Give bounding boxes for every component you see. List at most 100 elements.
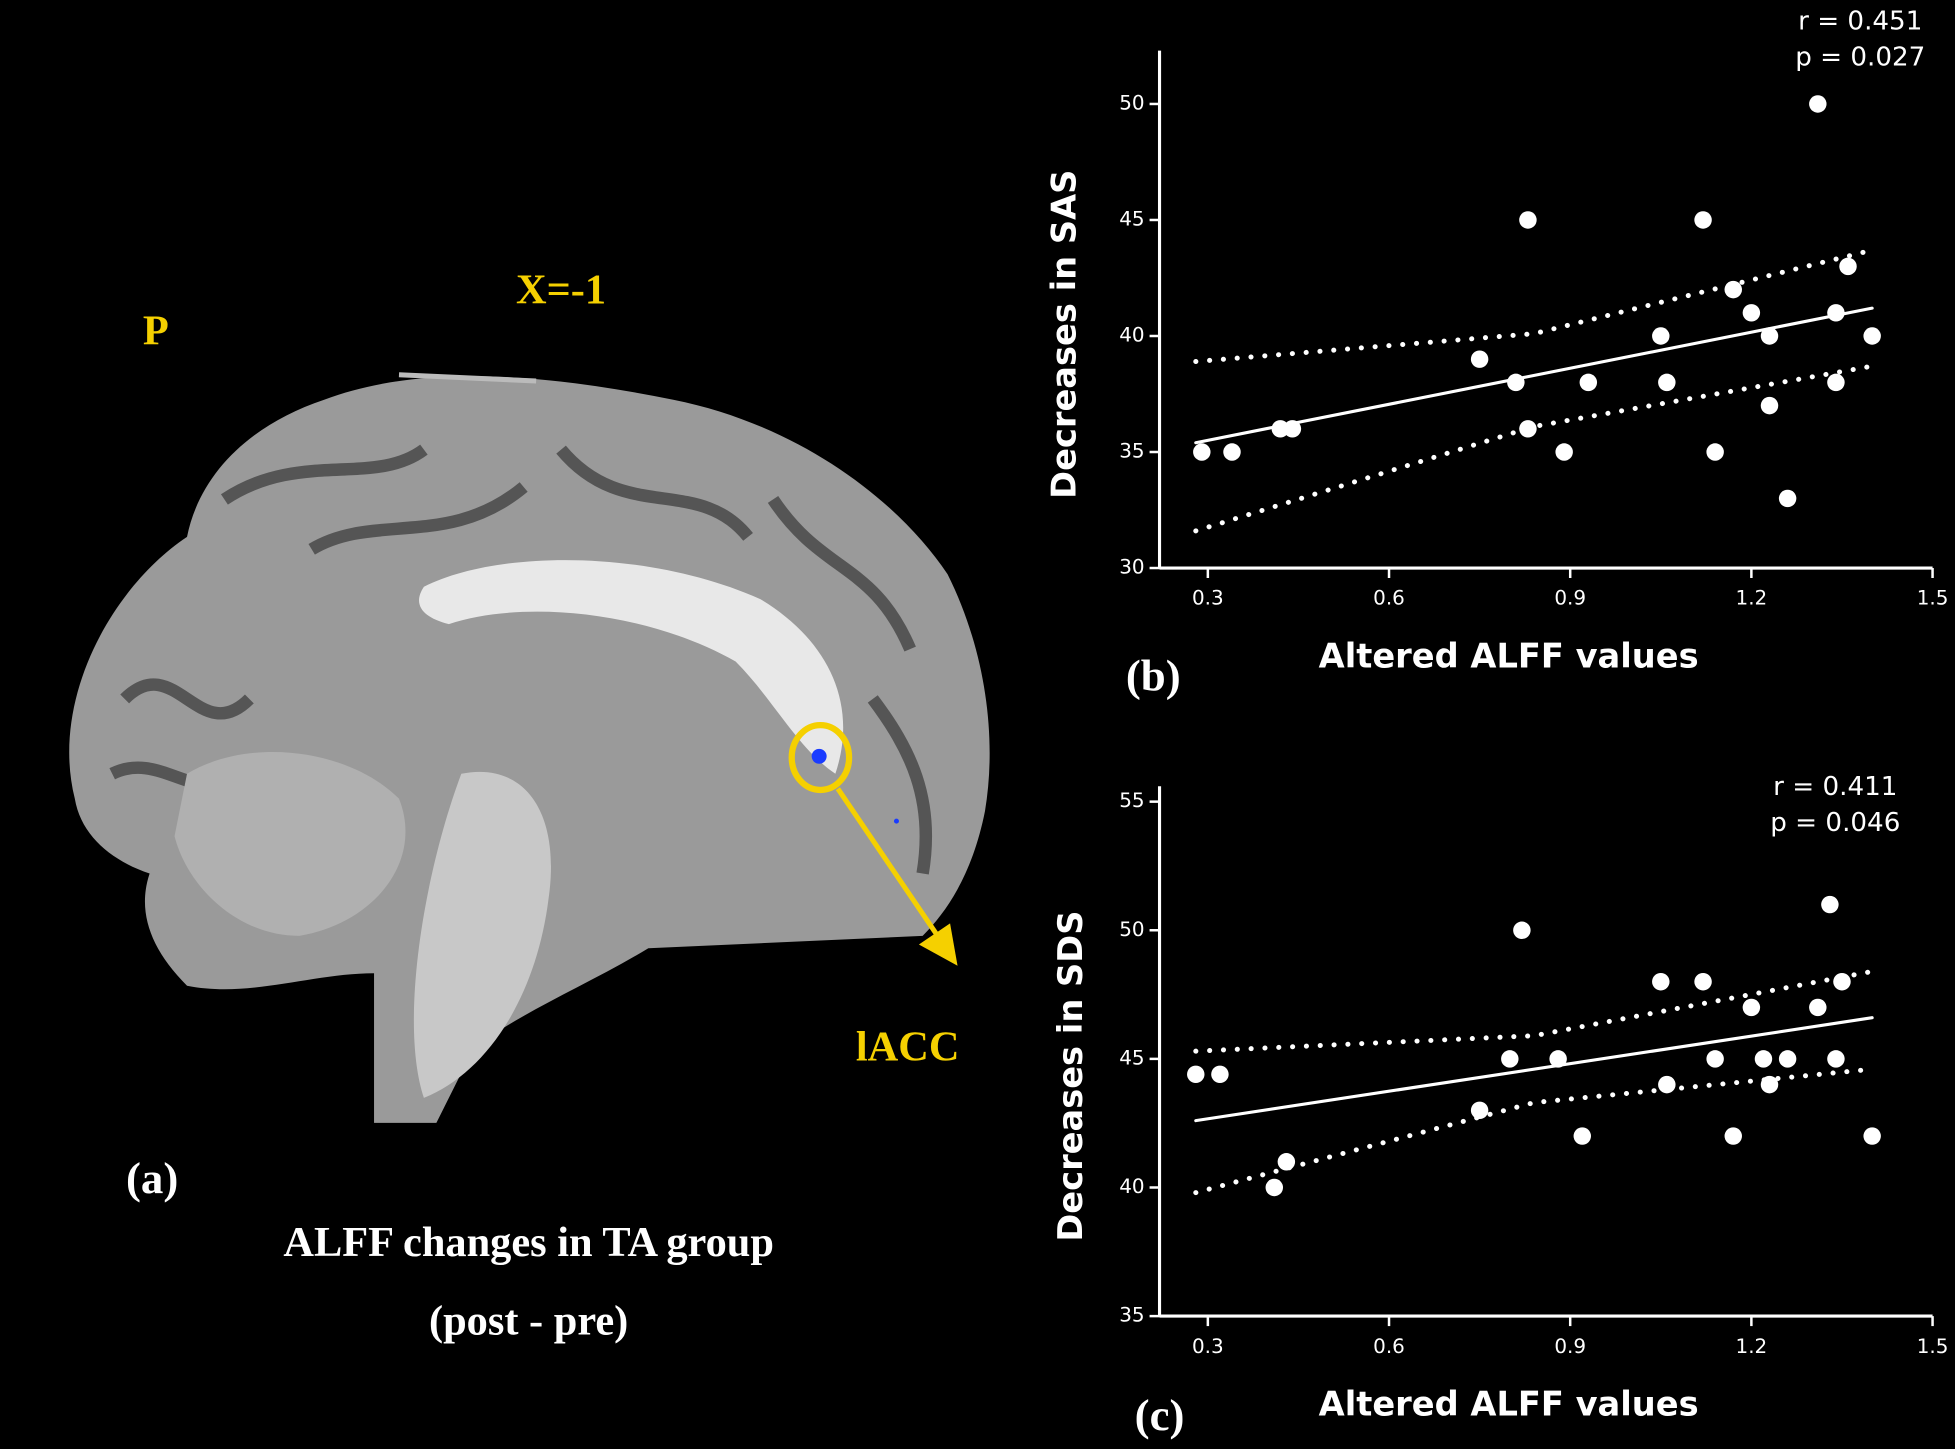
annotation: p = 0.046 bbox=[1770, 808, 1900, 838]
region-label: lACC bbox=[856, 1023, 960, 1070]
brain-image bbox=[69, 372, 990, 1123]
y-tick-label: 30 bbox=[1119, 555, 1144, 579]
confidence-band bbox=[1193, 247, 1875, 365]
point bbox=[1706, 443, 1724, 461]
y-tick-label: 35 bbox=[1119, 1303, 1144, 1327]
x-tick-label: 0.3 bbox=[1192, 1334, 1224, 1358]
point bbox=[1652, 972, 1670, 991]
x-tick-label: 0.9 bbox=[1554, 1334, 1586, 1358]
x-tick-label: 1.2 bbox=[1736, 586, 1768, 610]
y-tick-label: 50 bbox=[1119, 917, 1144, 941]
point bbox=[1778, 489, 1797, 508]
y-tick-label: 50 bbox=[1119, 90, 1144, 114]
x-tick-label: 0.3 bbox=[1192, 586, 1224, 610]
y-tick-label: 55 bbox=[1119, 788, 1144, 812]
point bbox=[1519, 211, 1537, 229]
roi-circle bbox=[788, 722, 853, 794]
fit-line bbox=[1194, 306, 1874, 445]
artifact bbox=[398, 372, 537, 384]
point bbox=[1694, 211, 1712, 229]
y-tick-label: 35 bbox=[1119, 439, 1144, 463]
point bbox=[1223, 443, 1241, 461]
brain-outline bbox=[69, 376, 990, 1123]
annotation: r = 0.451 bbox=[1798, 6, 1922, 36]
orientation-label: P bbox=[143, 308, 169, 355]
y-axis-label: Decreases in SDS bbox=[1051, 911, 1090, 1242]
point bbox=[1742, 304, 1761, 322]
point bbox=[1513, 921, 1531, 939]
confidence-band bbox=[1193, 968, 1875, 1054]
point bbox=[1501, 1050, 1519, 1068]
point bbox=[1193, 443, 1211, 461]
point bbox=[1694, 972, 1712, 991]
x-tick-label: 1.5 bbox=[1917, 586, 1949, 610]
point bbox=[1809, 95, 1827, 113]
y-tick-label: 45 bbox=[1119, 206, 1144, 230]
point bbox=[1778, 1050, 1797, 1068]
activation bbox=[811, 748, 827, 764]
point bbox=[1821, 895, 1839, 914]
x-tick-label: 0.6 bbox=[1373, 1334, 1405, 1358]
point bbox=[1760, 396, 1779, 415]
y-tick-label: 40 bbox=[1119, 322, 1144, 346]
point bbox=[1760, 1075, 1779, 1094]
annotation: p = 0.027 bbox=[1795, 43, 1925, 73]
activation bbox=[893, 818, 899, 824]
annotation: r = 0.411 bbox=[1773, 772, 1897, 802]
point bbox=[1827, 304, 1845, 322]
point bbox=[1863, 1127, 1881, 1145]
point bbox=[1187, 1065, 1205, 1084]
point bbox=[1724, 280, 1742, 299]
point bbox=[1760, 327, 1779, 345]
x-axis-label: Altered ALFF values bbox=[1319, 636, 1699, 675]
point bbox=[1555, 443, 1573, 461]
point bbox=[1519, 420, 1537, 438]
point bbox=[1658, 1075, 1676, 1094]
slice-label: X=-1 bbox=[516, 266, 606, 313]
caption: (post - pre) bbox=[429, 1298, 628, 1345]
panel-label: (c) bbox=[1135, 1390, 1185, 1440]
point bbox=[1827, 1050, 1845, 1068]
cerebellum bbox=[174, 752, 406, 936]
y-tick-label: 45 bbox=[1119, 1045, 1144, 1069]
point bbox=[1470, 350, 1489, 368]
point bbox=[1277, 1153, 1296, 1171]
sulci bbox=[109, 444, 933, 875]
caption: ALFF changes in TA group bbox=[283, 1219, 774, 1266]
arrow-head bbox=[918, 923, 958, 966]
point bbox=[1265, 1178, 1284, 1197]
point bbox=[1549, 1050, 1567, 1068]
x-tick-label: 1.5 bbox=[1917, 1334, 1949, 1358]
corpus-callosum bbox=[419, 560, 844, 774]
point bbox=[1470, 1101, 1489, 1120]
point bbox=[1827, 373, 1845, 392]
point bbox=[1579, 373, 1598, 392]
point bbox=[1742, 998, 1761, 1017]
point bbox=[1271, 420, 1290, 438]
point bbox=[1283, 420, 1302, 438]
y-axis-label: Decreases in SAS bbox=[1045, 170, 1084, 499]
panel-label: (b) bbox=[1126, 651, 1181, 701]
panel-label: (a) bbox=[126, 1153, 178, 1203]
brainstem bbox=[413, 771, 551, 1098]
point bbox=[1658, 373, 1676, 392]
point bbox=[1724, 1127, 1742, 1145]
point bbox=[1839, 257, 1857, 276]
point bbox=[1809, 998, 1827, 1017]
fit-line bbox=[1194, 1016, 1874, 1123]
point bbox=[1754, 1050, 1773, 1068]
arrow bbox=[835, 787, 940, 938]
x-tick-label: 0.6 bbox=[1373, 586, 1405, 610]
confidence-band bbox=[1193, 363, 1875, 534]
point bbox=[1573, 1127, 1592, 1145]
point bbox=[1652, 327, 1670, 345]
point bbox=[1863, 327, 1881, 345]
x-tick-label: 0.9 bbox=[1554, 586, 1586, 610]
y-tick-label: 40 bbox=[1119, 1174, 1144, 1198]
point bbox=[1706, 1050, 1724, 1068]
point bbox=[1211, 1065, 1229, 1084]
point bbox=[1507, 373, 1525, 392]
x-axis-label: Altered ALFF values bbox=[1319, 1384, 1699, 1423]
